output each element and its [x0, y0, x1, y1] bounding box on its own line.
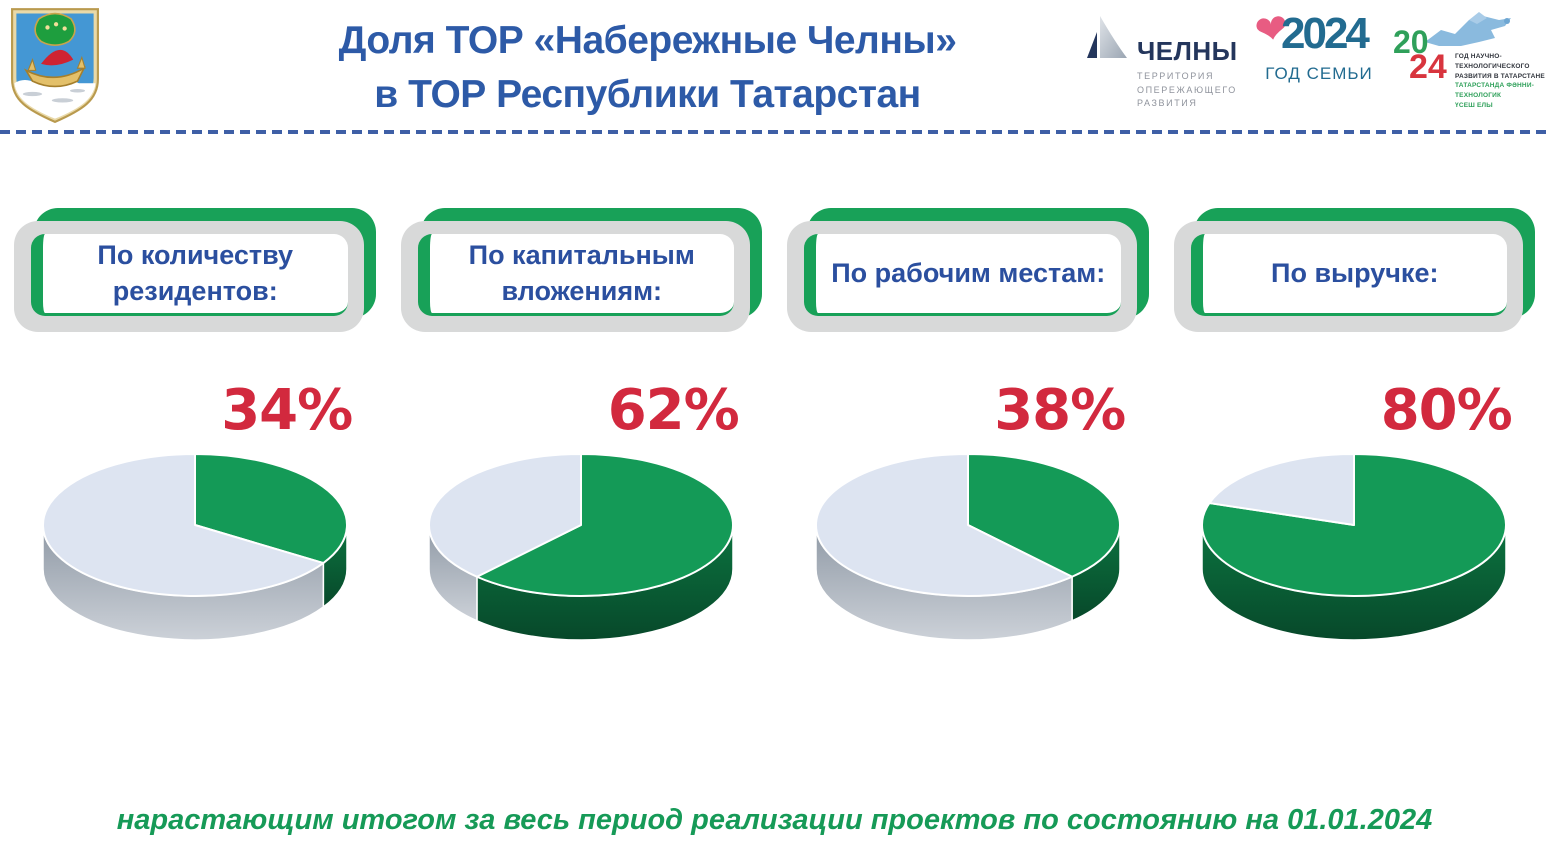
- percent-value: 38%: [994, 378, 1126, 443]
- card-label: По рабочим местам:: [831, 257, 1106, 288]
- card-inner: По рабочим местам:: [804, 234, 1121, 316]
- card-label: По количеству резидентов:: [97, 240, 294, 306]
- pie-block-revenue: 80%: [1174, 378, 1536, 654]
- title-line-1: Доля ТОР «Набережные Челны»: [338, 19, 957, 62]
- pie-chart-investments: [401, 443, 763, 654]
- science-logo-line-1: ГОД НАУЧНО-ТЕХНОЛОГИЧЕСКОГО: [1455, 53, 1530, 70]
- percent-value: 80%: [1380, 378, 1513, 443]
- pie-chart-residents: [14, 443, 376, 654]
- family-logo-label: ГОД СЕМЬИ: [1265, 64, 1373, 83]
- dashed-divider: [0, 130, 1549, 134]
- pie-chart-revenue: [1174, 443, 1536, 654]
- chelny-logo-subtitle-3: РАЗВИТИЯ: [1137, 98, 1198, 108]
- science-logo-year-20: 20: [1393, 24, 1429, 60]
- science-logo-line-4: ҮСЕШ ЕЛЫ: [1455, 101, 1493, 109]
- logo-group: ЧЕЛНЫ ТЕРРИТОРИЯ ОПЕРЕЖАЮЩЕГО РАЗВИТИЯ ❤…: [1085, 4, 1545, 112]
- card-label: По выручке:: [1271, 257, 1439, 288]
- card-inner: По капитальным вложениям:: [417, 234, 734, 316]
- science-logo-line-2: РАЗВИТИЯ В ТАТАРСТАНЕ: [1455, 72, 1545, 80]
- card-investments: По капитальным вложениям:: [400, 208, 762, 332]
- chelny-logo-subtitle-2: ОПЕРЕЖАЮЩЕГО: [1137, 84, 1237, 95]
- pie-block-investments: 62%: [401, 378, 763, 654]
- title-line-2: в ТОР Республики Татарстан: [374, 72, 921, 116]
- pie-chart-jobs: [787, 443, 1149, 654]
- category-cards-row: По количеству резидентов: По капитальным…: [0, 208, 1549, 332]
- header: Доля ТОР «Набережные Челны» в ТОР Респуб…: [0, 0, 1549, 130]
- card-residents: По количеству резидентов:: [14, 208, 376, 332]
- family-logo-year: 2024: [1281, 9, 1370, 58]
- main-content: По количеству резидентов: По капитальным…: [0, 208, 1549, 654]
- percent-value: 62%: [607, 378, 740, 443]
- card-label: По капитальным вложениям:: [468, 240, 695, 306]
- card-revenue: По выручке:: [1173, 208, 1535, 332]
- science-logo-year-24: 24: [1409, 48, 1447, 86]
- pie-charts-row: 34% 62% 38% 80%: [0, 378, 1549, 654]
- chelny-logo-subtitle-1: ТЕРРИТОРИЯ: [1137, 71, 1215, 81]
- card-inner: По выручке:: [1190, 234, 1507, 316]
- logo-chelny-tor: ЧЕЛНЫ ТЕРРИТОРИЯ ОПЕРЕЖАЮЩЕГО РАЗВИТИЯ: [1085, 12, 1245, 111]
- card-inner: По количеству резидентов:: [31, 234, 348, 316]
- pie-block-jobs: 38%: [787, 378, 1149, 654]
- logo-year-of-family: ❤ 2024 ГОД СЕМЬИ: [1252, 6, 1379, 112]
- card-jobs: По рабочим местам:: [787, 208, 1149, 332]
- chelny-logo-title: ЧЕЛНЫ: [1137, 36, 1238, 66]
- snow-leopard-icon: [1421, 12, 1517, 57]
- pie-block-residents: 34%: [14, 378, 376, 654]
- science-logo-line-3: ТАТАРСТАНДА ФӘННИ-ТЕХНОЛОГИК: [1455, 82, 1535, 99]
- percent-value: 34%: [221, 378, 353, 443]
- coat-of-arms-icon: [6, 4, 110, 129]
- sail-icon: [1085, 12, 1129, 111]
- footnote: нарастающим итогом за весь период реализ…: [116, 804, 1433, 836]
- logo-year-of-science: 20 24 ГОД НАУЧНО-ТЕХНОЛОГИЧЕСКОГО РАЗВИТ…: [1393, 12, 1545, 112]
- page-title: Доля ТОР «Набережные Челны» в ТОР Респуб…: [110, 4, 1085, 122]
